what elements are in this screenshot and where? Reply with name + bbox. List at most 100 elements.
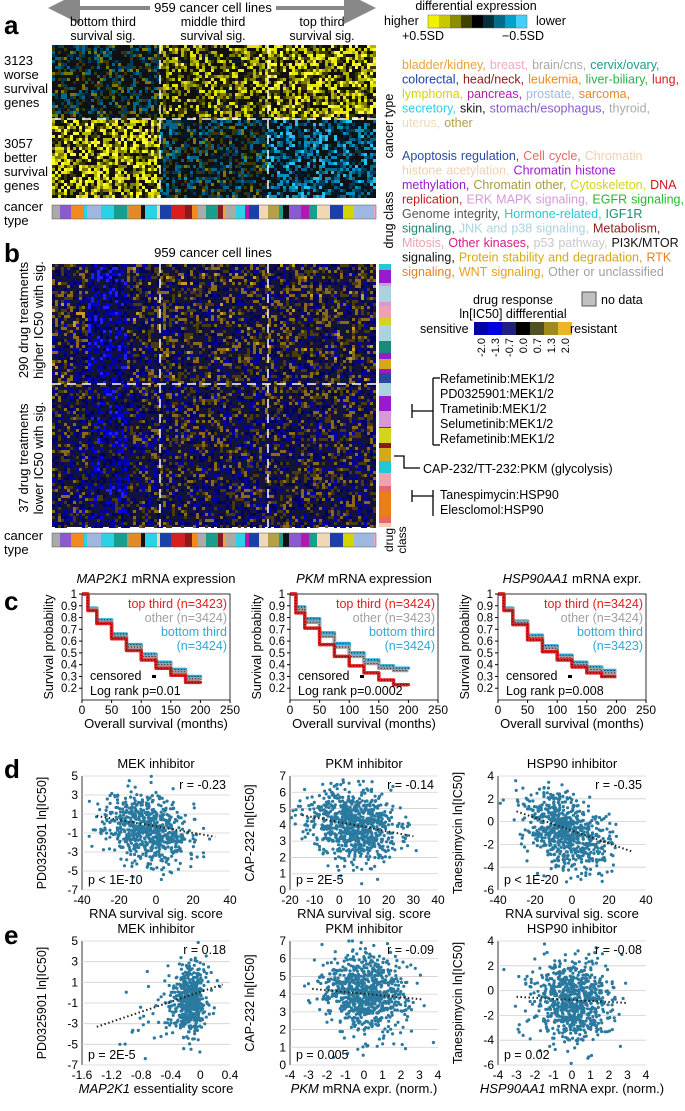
km-ytick: 0.2 — [61, 683, 77, 695]
scatter-point — [348, 782, 351, 785]
cancer-type-legend-item: cervix/ovary, — [590, 58, 659, 72]
scatter-point — [343, 788, 346, 791]
km-ytick: 0.9 — [269, 601, 285, 613]
scatter-point — [589, 843, 592, 846]
scatter-point — [154, 846, 157, 849]
scatter-point — [202, 851, 205, 854]
scatter-point — [383, 810, 386, 813]
scatter-point — [588, 873, 591, 876]
scatter-point — [354, 843, 357, 846]
km-xtick: 150 — [577, 703, 597, 717]
diff-expr-higher: higher — [384, 14, 419, 28]
scatter-point — [559, 994, 562, 997]
scatter-point — [175, 1024, 178, 1027]
scatter-point — [379, 833, 382, 836]
scatter-point — [365, 787, 368, 790]
scatter-ytick: 6 — [279, 785, 286, 799]
drug-class-legend-item: Metabolism, — [593, 222, 660, 236]
scatter-point — [402, 985, 405, 988]
scatter-point — [126, 851, 129, 854]
scatter-point — [558, 976, 561, 979]
scatter-point — [601, 996, 604, 999]
scatter-point — [198, 1002, 201, 1005]
scatter-point — [569, 975, 572, 978]
scatter-point — [356, 1048, 359, 1051]
scatter-point — [383, 1027, 386, 1030]
scatter-p: p = 2E-5 — [88, 1048, 136, 1062]
scatter-point — [604, 990, 607, 993]
scatter-point — [622, 997, 625, 1000]
scatter-point — [193, 964, 196, 967]
scatter-point — [351, 950, 354, 953]
scatter-point — [146, 843, 149, 846]
scatter-point — [561, 854, 564, 857]
scatter-point — [308, 829, 311, 832]
scatter-point — [140, 843, 143, 846]
scatter-point — [147, 802, 150, 805]
scatter-point — [556, 797, 559, 800]
scatter-point — [188, 990, 191, 993]
scatter-point — [194, 1008, 197, 1011]
scatter-point — [193, 1037, 196, 1040]
scatter-point — [165, 1026, 168, 1029]
scatter-point — [375, 837, 378, 840]
scatter-point — [406, 844, 409, 847]
scatter-point — [357, 805, 360, 808]
scatter-point — [290, 816, 293, 819]
km-xlabel: Overall survival (months) — [292, 716, 436, 731]
scatter-point — [526, 975, 529, 978]
scatter-point — [326, 811, 329, 814]
scatter-point — [502, 968, 505, 971]
scatter-ytick: 4 — [279, 987, 286, 1001]
km-ylabel: Survival probability — [250, 594, 264, 700]
scatter-point — [338, 980, 341, 983]
scatter-point — [576, 985, 579, 988]
scatter-point — [171, 807, 174, 810]
row-label-better-2: better — [4, 150, 38, 165]
scatter-point — [321, 838, 324, 841]
scatter-point — [380, 813, 383, 816]
scatter-point — [341, 816, 344, 819]
scatter-point — [374, 799, 377, 802]
scatter-xtick: -20 — [281, 893, 299, 907]
scatter-point — [357, 780, 360, 783]
drug-class-legend-item: Cytoskeleton, — [570, 178, 646, 192]
scatter-point — [609, 838, 612, 841]
scatter-point — [165, 861, 168, 864]
scatter-r: r = -0.35 — [595, 778, 642, 792]
scatter-point — [593, 976, 596, 979]
scatter-point — [576, 1042, 579, 1045]
drug-class-legend-item: IGF1R — [606, 207, 643, 221]
row-label-better-3: survival — [4, 164, 48, 179]
scatter-point — [335, 784, 338, 787]
scatter-point — [572, 793, 575, 796]
scatter-point — [208, 1013, 211, 1016]
scatter-xtick: -40 — [73, 893, 91, 907]
scatter-point — [580, 1013, 583, 1016]
scatter-xtick: 4 — [643, 1068, 650, 1082]
scatter-point — [90, 845, 93, 848]
scatter-point — [129, 796, 132, 799]
scatter-point — [150, 867, 153, 870]
scatter-point — [588, 976, 591, 979]
scatter-point — [360, 791, 363, 794]
scatter-point — [558, 971, 561, 974]
scatter-ytick: -2 — [483, 837, 494, 851]
scatter-point — [142, 820, 145, 823]
scatter-point — [149, 828, 152, 831]
scatter-point — [558, 965, 561, 968]
scatter-point — [326, 864, 329, 867]
scatter-point — [384, 803, 387, 806]
scatter-point — [576, 804, 579, 807]
drug-class-legend-item: Hormone-related, — [504, 207, 601, 221]
scatter-point — [352, 1004, 355, 1007]
drug-response-title-1: drug response — [473, 293, 553, 307]
scatter-point — [586, 992, 589, 995]
scatter-point — [384, 825, 387, 828]
scatter-point — [328, 796, 331, 799]
scatter-point — [119, 858, 122, 861]
scatter-title: HSP90 inhibitor — [527, 756, 618, 771]
scatter-point — [611, 1003, 614, 1006]
cancer-type-legend-item: stomach/esophagus, — [490, 102, 605, 116]
scatter-point — [612, 986, 615, 989]
